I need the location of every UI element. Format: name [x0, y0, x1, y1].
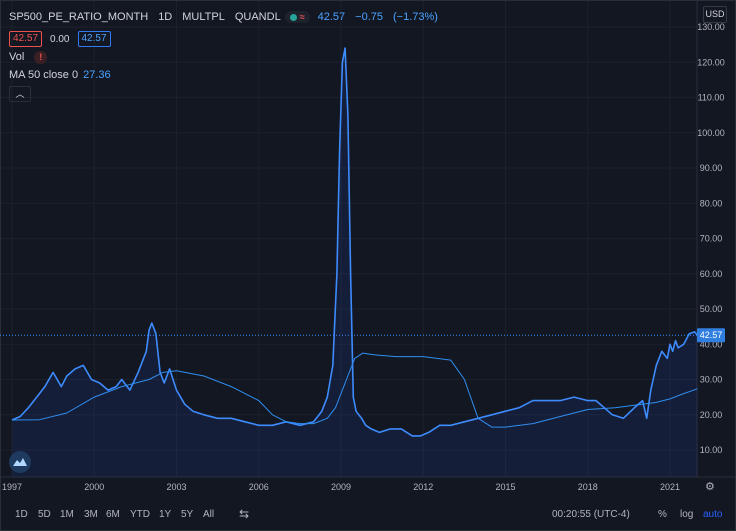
volume-row: Vol !	[9, 48, 438, 66]
legend-symbol-row: SP500_PE_RATIO_MONTH 1D MULTPL QUANDL ≈ …	[9, 8, 438, 26]
y-tick-label: 60.00	[700, 269, 723, 279]
interval[interactable]: 1D	[158, 11, 173, 23]
x-tick-label: 1997	[2, 482, 22, 492]
x-axis: 1997 2000 2003 2006 2009 2012 2015 2018 2021	[2, 482, 680, 492]
ma-50-series-line[interactable]	[11, 352, 698, 428]
last-price-label: 42.57	[700, 330, 723, 340]
y-tick-label: 110.00	[698, 93, 725, 103]
grid	[1, 1, 697, 477]
y-tick-label: 100.00	[697, 128, 725, 138]
bid-ask-row: 42.57 0.00 42.57	[9, 30, 438, 48]
y-tick-label: 80.00	[700, 198, 723, 208]
ma-row: MA 50 close 0 27.36	[9, 66, 438, 84]
x-tick-label: 2018	[578, 482, 598, 492]
tradingview-logo-icon[interactable]	[9, 451, 31, 473]
volume-label[interactable]: Vol	[9, 51, 25, 63]
price-change: −0.75	[355, 11, 384, 23]
collapse-legend-chevron-icon[interactable]: ︿	[9, 86, 31, 102]
range-6m-button[interactable]: 6M	[106, 509, 120, 520]
y-axis: 10.00 20.00 30.00 40.00 50.00 60.00 70.00 80.00…	[697, 22, 725, 455]
range-all-button[interactable]: All	[203, 509, 215, 520]
market-status-pill[interactable]: ≈	[284, 11, 310, 23]
x-tick-label: 2009	[331, 482, 351, 492]
ma-value: 27.36	[83, 69, 111, 81]
currency-label[interactable]: USD	[703, 6, 727, 23]
sell-price-button[interactable]: 42.57	[9, 31, 43, 47]
x-tick-label: 2015	[495, 482, 515, 492]
y-tick-label: 90.00	[700, 163, 723, 173]
y-tick-label: 40.00	[700, 339, 723, 349]
ma-label[interactable]: MA 50 close 0	[9, 69, 79, 81]
auto-scale-toggle[interactable]: auto	[703, 509, 723, 520]
last-price: 42.57	[317, 11, 346, 23]
exchange: QUANDL	[234, 11, 281, 23]
symbol-name[interactable]: SP500_PE_RATIO_MONTH	[9, 11, 149, 23]
status-dot-icon	[289, 13, 297, 21]
x-tick-label: 2003	[166, 482, 186, 492]
x-tick-label: 2000	[84, 482, 104, 492]
settings-gear-icon[interactable]: ⚙	[705, 481, 715, 493]
x-tick-label: 2006	[249, 482, 269, 492]
range-5y-button[interactable]: 5Y	[181, 509, 194, 520]
log-scale-toggle[interactable]: log	[680, 509, 694, 520]
series-area-fill	[12, 48, 698, 477]
range-1y-button[interactable]: 1Y	[159, 509, 172, 520]
range-3m-button[interactable]: 3M	[84, 509, 98, 520]
y-tick-label: 50.00	[700, 304, 723, 314]
buy-price-button[interactable]: 42.57	[77, 31, 111, 47]
range-1m-button[interactable]: 1M	[60, 509, 74, 520]
y-tick-label: 130.00	[697, 22, 725, 32]
price-change-pct: (−1.73%)	[393, 11, 438, 23]
range-ytd-button[interactable]: YTD	[130, 509, 150, 520]
y-tick-label: 30.00	[700, 375, 723, 385]
clock-time[interactable]: 00:20:55 (UTC-4)	[552, 509, 630, 520]
warning-icon[interactable]: !	[34, 50, 48, 64]
y-tick-label: 120.00	[697, 57, 725, 67]
spread-value: 0.00	[50, 33, 70, 45]
x-tick-label: 2021	[660, 482, 680, 492]
series-layer	[11, 47, 699, 477]
legend: SP500_PE_RATIO_MONTH 1D MULTPL QUANDL ≈ …	[9, 8, 438, 102]
bottom-toolbar: 1D 5D 1M 3M 6M YTD 1Y 5Y All ⇆ 00:20:55 …	[0, 502, 736, 530]
flag-icon: ≈	[299, 12, 305, 22]
data-source: MULTPL	[182, 11, 225, 23]
y-tick-label: 70.00	[700, 234, 723, 244]
range-5d-button[interactable]: 5D	[38, 509, 51, 520]
x-tick-label: 2012	[413, 482, 433, 492]
date-range-calendar-icon[interactable]: ⇆	[239, 507, 250, 521]
range-1d-button[interactable]: 1D	[15, 509, 28, 520]
y-tick-label: 10.00	[700, 445, 723, 455]
collapse-row: ︿	[9, 84, 438, 102]
pe-ratio-series-line[interactable]	[11, 47, 699, 437]
last-price-tag: 42.57	[697, 328, 725, 343]
percent-scale-toggle[interactable]: %	[658, 509, 667, 520]
y-tick-label: 20.00	[700, 410, 723, 420]
